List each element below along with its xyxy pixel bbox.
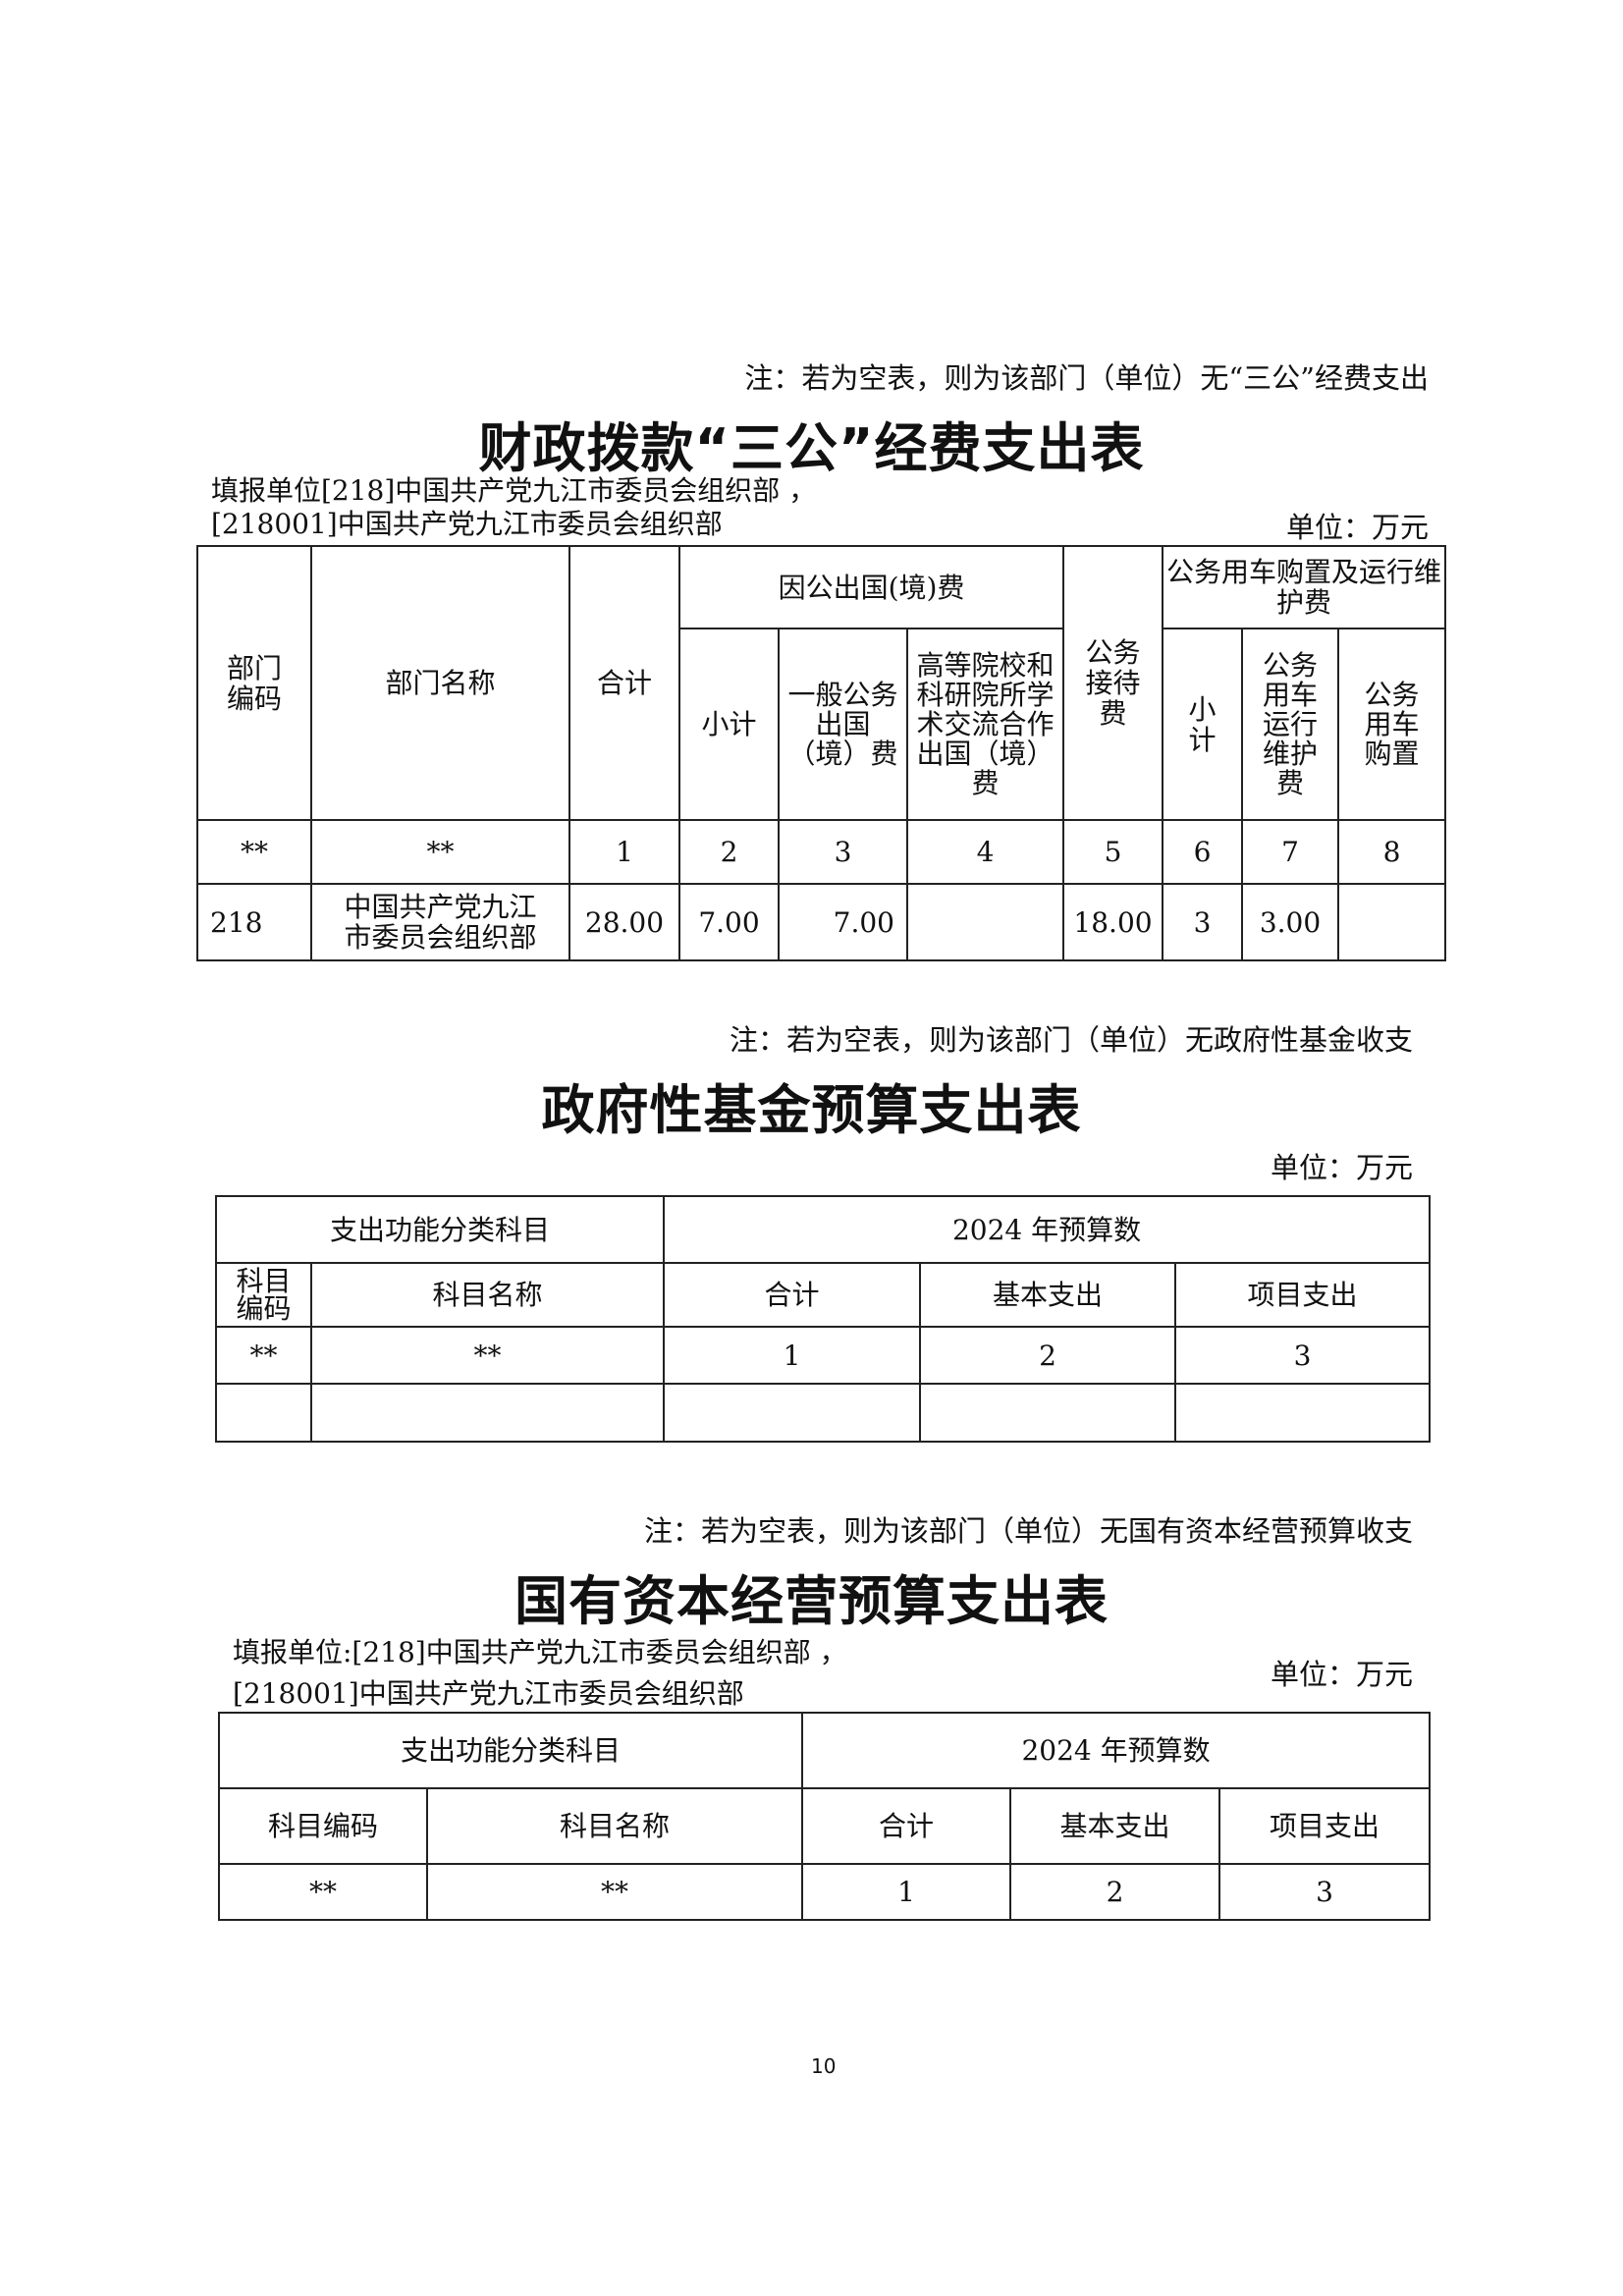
header-subject-code: 科目编码 xyxy=(218,1787,428,1865)
header-abroad-group: 因公出国(境)费 xyxy=(677,545,1065,629)
header-basic: 基本支出 xyxy=(1009,1787,1221,1865)
fill-unit-line2: [218001]中国共产党九江市委员会组织部 xyxy=(233,1677,744,1710)
note-sangong: 注：若为空表，则为该部门（单位）无“三公”经费支出 xyxy=(744,361,1429,395)
header-category-group: 支出功能分类科目 xyxy=(217,1712,804,1789)
header-dept-code: 部门编码 xyxy=(196,545,312,821)
header-dept-name: 部门名称 xyxy=(310,545,570,821)
header-abroad-academic: 高等院校和科研院所学术交流合作出国（境）费 xyxy=(905,628,1065,821)
index-row: ** ** 1 2 3 xyxy=(218,1863,1432,1921)
note-fund: 注：若为空表，则为该部门（单位）无政府性基金收支 xyxy=(729,1023,1413,1057)
header-abroad-general: 一般公务出国（境）费 xyxy=(778,628,908,821)
index-cell: 3 xyxy=(778,819,908,885)
table-row xyxy=(215,1383,1432,1443)
index-cell: ** xyxy=(310,819,570,885)
header-total: 合计 xyxy=(568,545,680,821)
title-state-capital: 国有资本经营预算支出表 xyxy=(514,1570,1109,1632)
unit-label: 单位：万元 xyxy=(1270,1151,1413,1184)
index-row: ** ** 1 2 3 4 5 6 7 8 xyxy=(196,819,1447,885)
sangong-table: 部门编码 部门名称 合计 因公出国(境)费 公务接待费 公务用车购置及运行维护费… xyxy=(196,545,1447,961)
abroad-academic-cell xyxy=(905,883,1065,961)
empty-cell xyxy=(215,1383,312,1443)
header-subject-name: 科目名称 xyxy=(309,1262,666,1328)
header-vehicle-subtotal: 小计 xyxy=(1162,628,1244,821)
index-cell: 2 xyxy=(1009,1863,1221,1921)
dept-name-cell: 中国共产党九江市委员会组织部 xyxy=(310,883,570,961)
header-basic: 基本支出 xyxy=(919,1262,1177,1328)
header-vehicle-purchase: 公务用车购置 xyxy=(1337,628,1447,821)
fill-unit-line2: [218001]中国共产党九江市委员会组织部 xyxy=(211,508,723,540)
fund-table: 支出功能分类科目 2024 年预算数 科目编码 科目名称 合计 基本支出 项目支… xyxy=(214,1195,1432,1443)
empty-cell xyxy=(1174,1383,1432,1443)
index-row: ** ** 1 2 3 xyxy=(215,1326,1432,1385)
header-vehicle-operation: 公务用车运行维护费 xyxy=(1241,628,1340,821)
unit-label: 单位：万元 xyxy=(1270,1658,1413,1691)
empty-cell xyxy=(663,1383,922,1443)
index-cell: 2 xyxy=(678,819,780,885)
empty-cell xyxy=(919,1383,1177,1443)
header-vehicle-group: 公务用车购置及运行维护费 xyxy=(1162,545,1447,629)
title-sangong: 财政拨款“三公”经费支出表 xyxy=(478,417,1145,479)
header-total: 合计 xyxy=(801,1787,1012,1865)
index-cell: 1 xyxy=(801,1863,1012,1921)
index-cell: 8 xyxy=(1337,819,1447,885)
state-capital-table: 支出功能分类科目 2024 年预算数 科目编码 科目名称 合计 基本支出 项目支… xyxy=(217,1712,1432,1921)
index-cell: ** xyxy=(218,1863,428,1921)
note-state-capital: 注：若为空表，则为该部门（单位）无国有资本经营预算收支 xyxy=(643,1514,1413,1548)
empty-cell xyxy=(309,1383,666,1443)
header-budget-group: 2024 年预算数 xyxy=(663,1195,1432,1264)
vehicle-subtotal-cell: 3 xyxy=(1162,883,1244,961)
reception-cell: 18.00 xyxy=(1062,883,1164,961)
index-cell: ** xyxy=(215,1326,312,1385)
index-cell: 1 xyxy=(568,819,680,885)
header-total: 合计 xyxy=(663,1262,922,1328)
table-row: 218 中国共产党九江市委员会组织部 28.00 7.00 7.00 18.00… xyxy=(196,883,1447,961)
index-cell: 4 xyxy=(905,819,1065,885)
vehicle-purchase-cell xyxy=(1337,883,1447,961)
unit-label: 单位：万元 xyxy=(1285,511,1429,544)
total-cell: 28.00 xyxy=(568,883,680,961)
index-cell: 7 xyxy=(1241,819,1340,885)
header-project: 项目支出 xyxy=(1218,1787,1432,1865)
abroad-subtotal-cell: 7.00 xyxy=(678,883,780,961)
dept-code-cell: 218 xyxy=(196,883,312,961)
fill-unit-line1: 填报单位:[218]中国共产党九江市委员会组织部 ， xyxy=(233,1636,847,1668)
header-category-group: 支出功能分类科目 xyxy=(214,1195,666,1264)
index-cell: 1 xyxy=(663,1326,922,1385)
index-cell: 3 xyxy=(1174,1326,1432,1385)
index-cell: 2 xyxy=(919,1326,1177,1385)
header-budget-group: 2024 年预算数 xyxy=(801,1712,1432,1789)
fill-unit-line1: 填报单位[218]中国共产党九江市委员会组织部 ， xyxy=(211,474,817,507)
header-abroad-subtotal: 小计 xyxy=(678,628,780,821)
header-project: 项目支出 xyxy=(1174,1262,1432,1328)
index-cell: 6 xyxy=(1162,819,1244,885)
title-fund: 政府性基金预算支出表 xyxy=(541,1079,1082,1141)
vehicle-operation-cell: 3.00 xyxy=(1241,883,1340,961)
index-cell: ** xyxy=(425,1863,804,1921)
page-number: 10 xyxy=(811,2054,837,2078)
header-reception: 公务接待费 xyxy=(1062,545,1164,821)
abroad-general-cell: 7.00 xyxy=(778,883,908,961)
header-subject-name: 科目名称 xyxy=(425,1787,804,1865)
index-cell: ** xyxy=(196,819,312,885)
header-subject-code: 科目编码 xyxy=(215,1262,312,1328)
index-cell: 3 xyxy=(1218,1863,1432,1921)
index-cell: 5 xyxy=(1062,819,1164,885)
index-cell: ** xyxy=(309,1326,666,1385)
